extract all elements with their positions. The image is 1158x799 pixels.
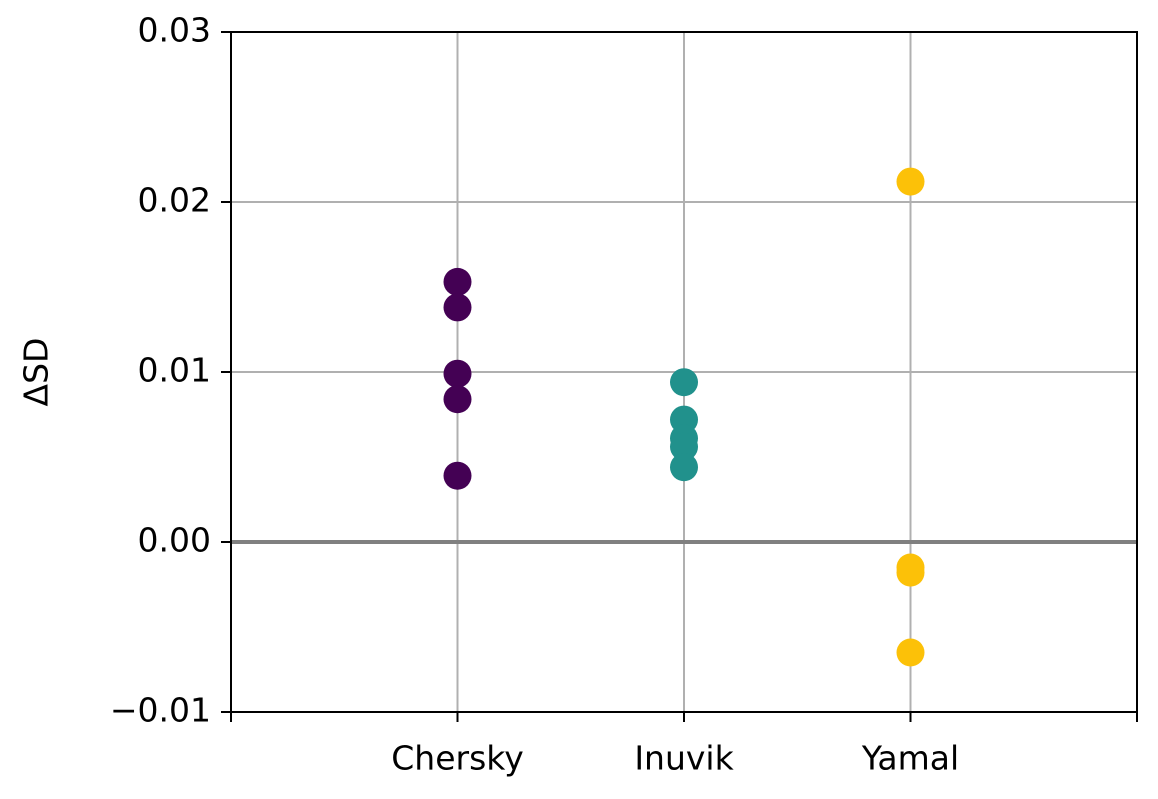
point (443, 359, 472, 388)
x-tick-label: Inuvik (634, 739, 734, 778)
point (896, 638, 925, 667)
point (443, 461, 472, 490)
x-tick-label: Yamal (861, 739, 959, 778)
point (896, 167, 925, 196)
x-tick-label: Chersky (391, 739, 523, 778)
y-tick-label: 0.01 (138, 351, 211, 390)
point (670, 432, 698, 461)
point (670, 453, 698, 482)
plot-frame (230, 31, 1138, 713)
y-axis-label: ΔSD (17, 338, 56, 407)
y-tick-label: 0.00 (138, 521, 211, 560)
point (670, 368, 698, 397)
point (896, 558, 925, 587)
y-tick-label: 0.03 (138, 11, 211, 50)
point (443, 293, 472, 322)
y-tick-label: 0.02 (138, 181, 211, 220)
y-tick-label: −0.01 (110, 691, 211, 730)
point (443, 385, 472, 414)
point (443, 267, 472, 296)
